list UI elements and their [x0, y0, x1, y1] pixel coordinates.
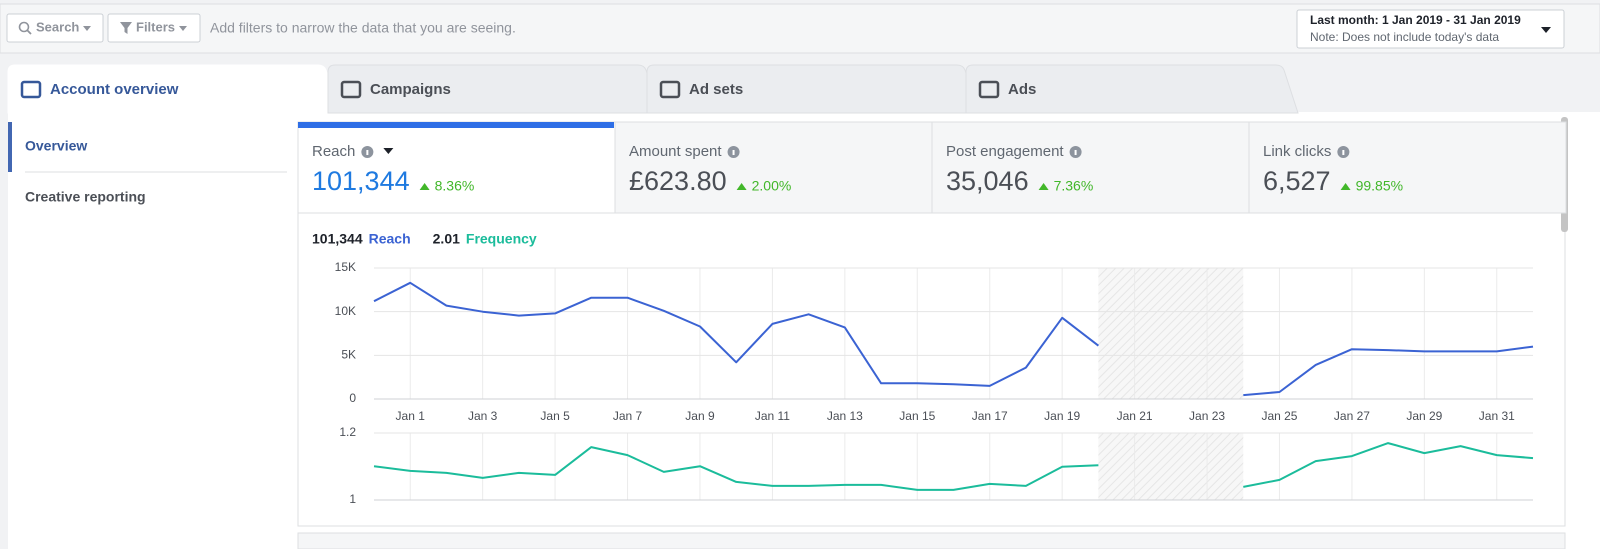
- y-tick-label: 10K: [335, 304, 356, 318]
- no-data-region: [1098, 268, 1244, 399]
- info-icon: [1342, 150, 1345, 155]
- metric-label: Reach: [312, 143, 355, 160]
- tab-label: Account overview: [50, 81, 179, 98]
- sidebar-item[interactable]: Creative reporting: [25, 189, 146, 205]
- filters-button[interactable]: [107, 13, 201, 43]
- series-line: [373, 442, 1534, 491]
- search-label: Search: [36, 19, 79, 34]
- search-box[interactable]: [6, 13, 104, 43]
- x-tick-label: Jan 29: [1406, 409, 1442, 423]
- tab[interactable]: [965, 64, 1299, 114]
- y-tick-label: 1: [349, 492, 356, 506]
- dropdown-caret: [1541, 27, 1551, 33]
- metric-label: Amount spent: [629, 143, 722, 160]
- change-arrow: [419, 183, 430, 190]
- legend-label: Frequency: [466, 231, 537, 247]
- x-tick-label: Jan 3: [468, 409, 498, 423]
- tab-icon: [978, 80, 1000, 99]
- metric-value: 101,344: [312, 166, 410, 196]
- date-range: Last month: 1 Jan 2019 - 31 Jan 2019: [1310, 13, 1521, 27]
- x-tick-label: Jan 23: [1189, 409, 1225, 423]
- search-icon: [26, 29, 32, 35]
- y-tick-label: 1.2: [339, 425, 356, 439]
- change-arrow: [1340, 183, 1351, 190]
- search-icon: [18, 21, 30, 33]
- dropdown-caret[interactable]: [383, 148, 394, 154]
- no-data-region: [1098, 433, 1244, 500]
- legend-value: 2.01: [433, 231, 460, 247]
- date-picker[interactable]: [1296, 9, 1565, 49]
- y-tick-label: 5K: [341, 348, 356, 362]
- x-tick-label: Jan 5: [540, 409, 570, 423]
- tab-icon: [20, 80, 42, 99]
- x-tick-label: Jan 13: [827, 409, 863, 423]
- metric-change: 7.36%: [1054, 178, 1094, 194]
- metric-change: 2.00%: [752, 178, 792, 194]
- change-arrow: [736, 183, 747, 190]
- filters-label: Filters: [136, 19, 175, 34]
- x-tick-label: Jan 1: [396, 409, 426, 423]
- tab[interactable]: [327, 64, 661, 114]
- x-tick-label: Jan 17: [972, 409, 1008, 423]
- info-icon: [366, 150, 369, 155]
- series-line: [373, 281, 1534, 397]
- dropdown-caret: [179, 26, 187, 31]
- legend-value: 101,344: [312, 231, 363, 247]
- x-tick-label: Jan 27: [1334, 409, 1370, 423]
- y-tick-label: 0: [349, 391, 356, 405]
- tab[interactable]: [7, 64, 341, 114]
- x-tick-label: Jan 31: [1479, 409, 1515, 423]
- metric-card[interactable]: [1248, 121, 1567, 214]
- x-tick-label: Jan 7: [613, 409, 643, 423]
- tab-icon: [340, 80, 362, 99]
- sidebar-active-bar: [8, 122, 12, 172]
- info-icon: [1074, 150, 1077, 155]
- metric-value: 35,046: [946, 166, 1029, 196]
- x-tick-label: Jan 21: [1117, 409, 1153, 423]
- tab-label: Campaigns: [370, 81, 451, 98]
- metric-label: Post engagement: [946, 143, 1064, 160]
- dropdown-caret: [83, 26, 91, 31]
- x-tick-label: Jan 11: [755, 409, 790, 423]
- x-tick-label: Jan 9: [685, 409, 715, 423]
- metric-value: 6,527: [1263, 166, 1331, 196]
- x-tick-label: Jan 15: [899, 409, 935, 423]
- metric-label: Link clicks: [1263, 143, 1331, 160]
- metric-change: 8.36%: [435, 178, 475, 194]
- change-arrow: [1038, 183, 1049, 190]
- tab-label: Ad sets: [689, 81, 743, 98]
- x-tick-label: Jan 25: [1261, 409, 1297, 423]
- tabs: Account overview Campaigns Ad sets Ads: [7, 64, 1299, 114]
- y-tick-label: 15K: [335, 260, 356, 274]
- tab-icon: [659, 80, 681, 99]
- legend-label: Reach: [369, 231, 411, 247]
- charts: 101,344 Reach 2.01 Frequency 0 5K 10K 15K Jan 1 J…: [312, 231, 1534, 506]
- x-tick-label: Jan 19: [1044, 409, 1080, 423]
- metric-cards: Reach 101,344 8.36% Amount spent £623.80 2.00…: [297, 121, 1567, 214]
- tab-label: Ads: [1008, 81, 1036, 98]
- panel-footer: [297, 532, 1566, 549]
- filter-icon: [120, 22, 132, 34]
- sidebar-item[interactable]: Overview: [25, 138, 87, 154]
- metric-card[interactable]: [614, 121, 933, 214]
- date-note: Note: Does not include today's data: [1310, 30, 1499, 44]
- filter-hint: Add filters to narrow the data that you …: [210, 20, 516, 36]
- tab[interactable]: [646, 64, 980, 114]
- active-bar: [298, 122, 614, 128]
- metric-change: 99.85%: [1356, 178, 1403, 194]
- metric-card[interactable]: [931, 121, 1250, 214]
- metric-value: £623.80: [629, 166, 727, 196]
- metric-card[interactable]: [297, 121, 616, 214]
- info-icon: [732, 150, 735, 155]
